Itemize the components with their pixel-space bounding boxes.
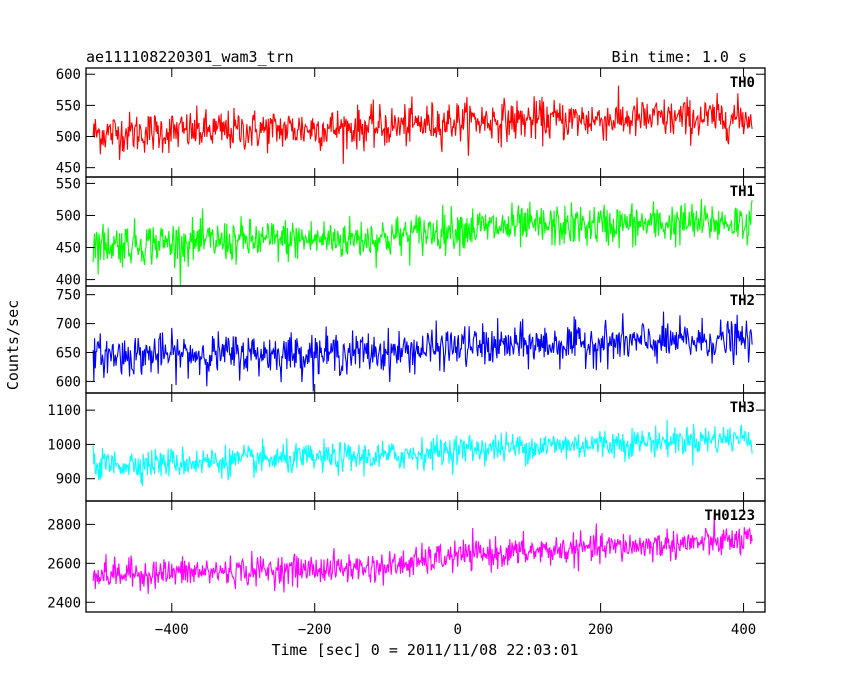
x-tick-label: 400	[731, 622, 756, 638]
panel-th3: 900 1000 1100 TH3	[47, 392, 766, 502]
panel-label-th1: TH1	[730, 184, 755, 200]
x-tick-label: −200	[298, 622, 332, 638]
panel-label-th2: TH2	[730, 293, 755, 309]
x-axis-label: Time [sec] 0 = 2011/11/08 22:03:01	[271, 641, 578, 659]
y-tick-label: 1100	[47, 403, 81, 419]
y-tick-label: 2600	[47, 556, 81, 572]
y-tick-label: 1000	[47, 437, 81, 453]
panel-frame	[85, 392, 766, 502]
series-line-th1	[92, 198, 753, 285]
y-tick-label: 900	[56, 472, 81, 488]
y-tick-label: 600	[56, 67, 81, 83]
x-tick-label: −400	[155, 622, 189, 638]
y-tick-label: 500	[56, 208, 81, 224]
panel-th1: 400 450 500 550 TH1	[56, 176, 766, 289]
panel-label-th0123: TH0123	[704, 508, 755, 524]
series-line-th0	[92, 85, 753, 164]
x-tick-label: 200	[588, 622, 613, 638]
y-tick-label: 650	[56, 346, 81, 362]
y-tick-label: 700	[56, 317, 81, 333]
chart-title: ae111108220301_wam3_trn	[86, 48, 294, 66]
y-tick-label: 550	[56, 98, 81, 114]
y-tick-label: 500	[56, 130, 81, 146]
panels-group: 450 500 550 600 TH0 400 450 500 550 TH1 600 650 700 7…	[47, 67, 766, 638]
y-tick-label: 600	[56, 374, 81, 390]
y-tick-label: 2800	[47, 517, 81, 533]
series-line-th3	[92, 419, 753, 487]
y-tick-label: 750	[56, 288, 81, 304]
panel-frame	[85, 500, 766, 613]
panel-th0123: 2400 2600 2800 TH0123 −400 −200 0 200 400	[47, 500, 766, 638]
y-tick-label: 2400	[47, 595, 81, 611]
y-axis-label: Counts/sec	[4, 300, 22, 390]
panel-label-th3: TH3	[730, 400, 755, 416]
panel-th0: 450 500 550 600 TH0	[56, 67, 766, 178]
series-line-th0123	[92, 515, 753, 594]
y-tick-label: 450	[56, 161, 81, 177]
panel-th2: 600 650 700 750 TH2	[56, 285, 766, 394]
y-tick-label: 450	[56, 241, 81, 257]
x-tick-label: 0	[453, 622, 461, 638]
y-tick-label: 550	[56, 176, 81, 192]
bin-time-label: Bin time: 1.0 s	[612, 48, 747, 66]
series-line-th2	[92, 311, 753, 392]
y-tick-label: 400	[56, 273, 81, 289]
panel-label-th0: TH0	[730, 75, 755, 91]
